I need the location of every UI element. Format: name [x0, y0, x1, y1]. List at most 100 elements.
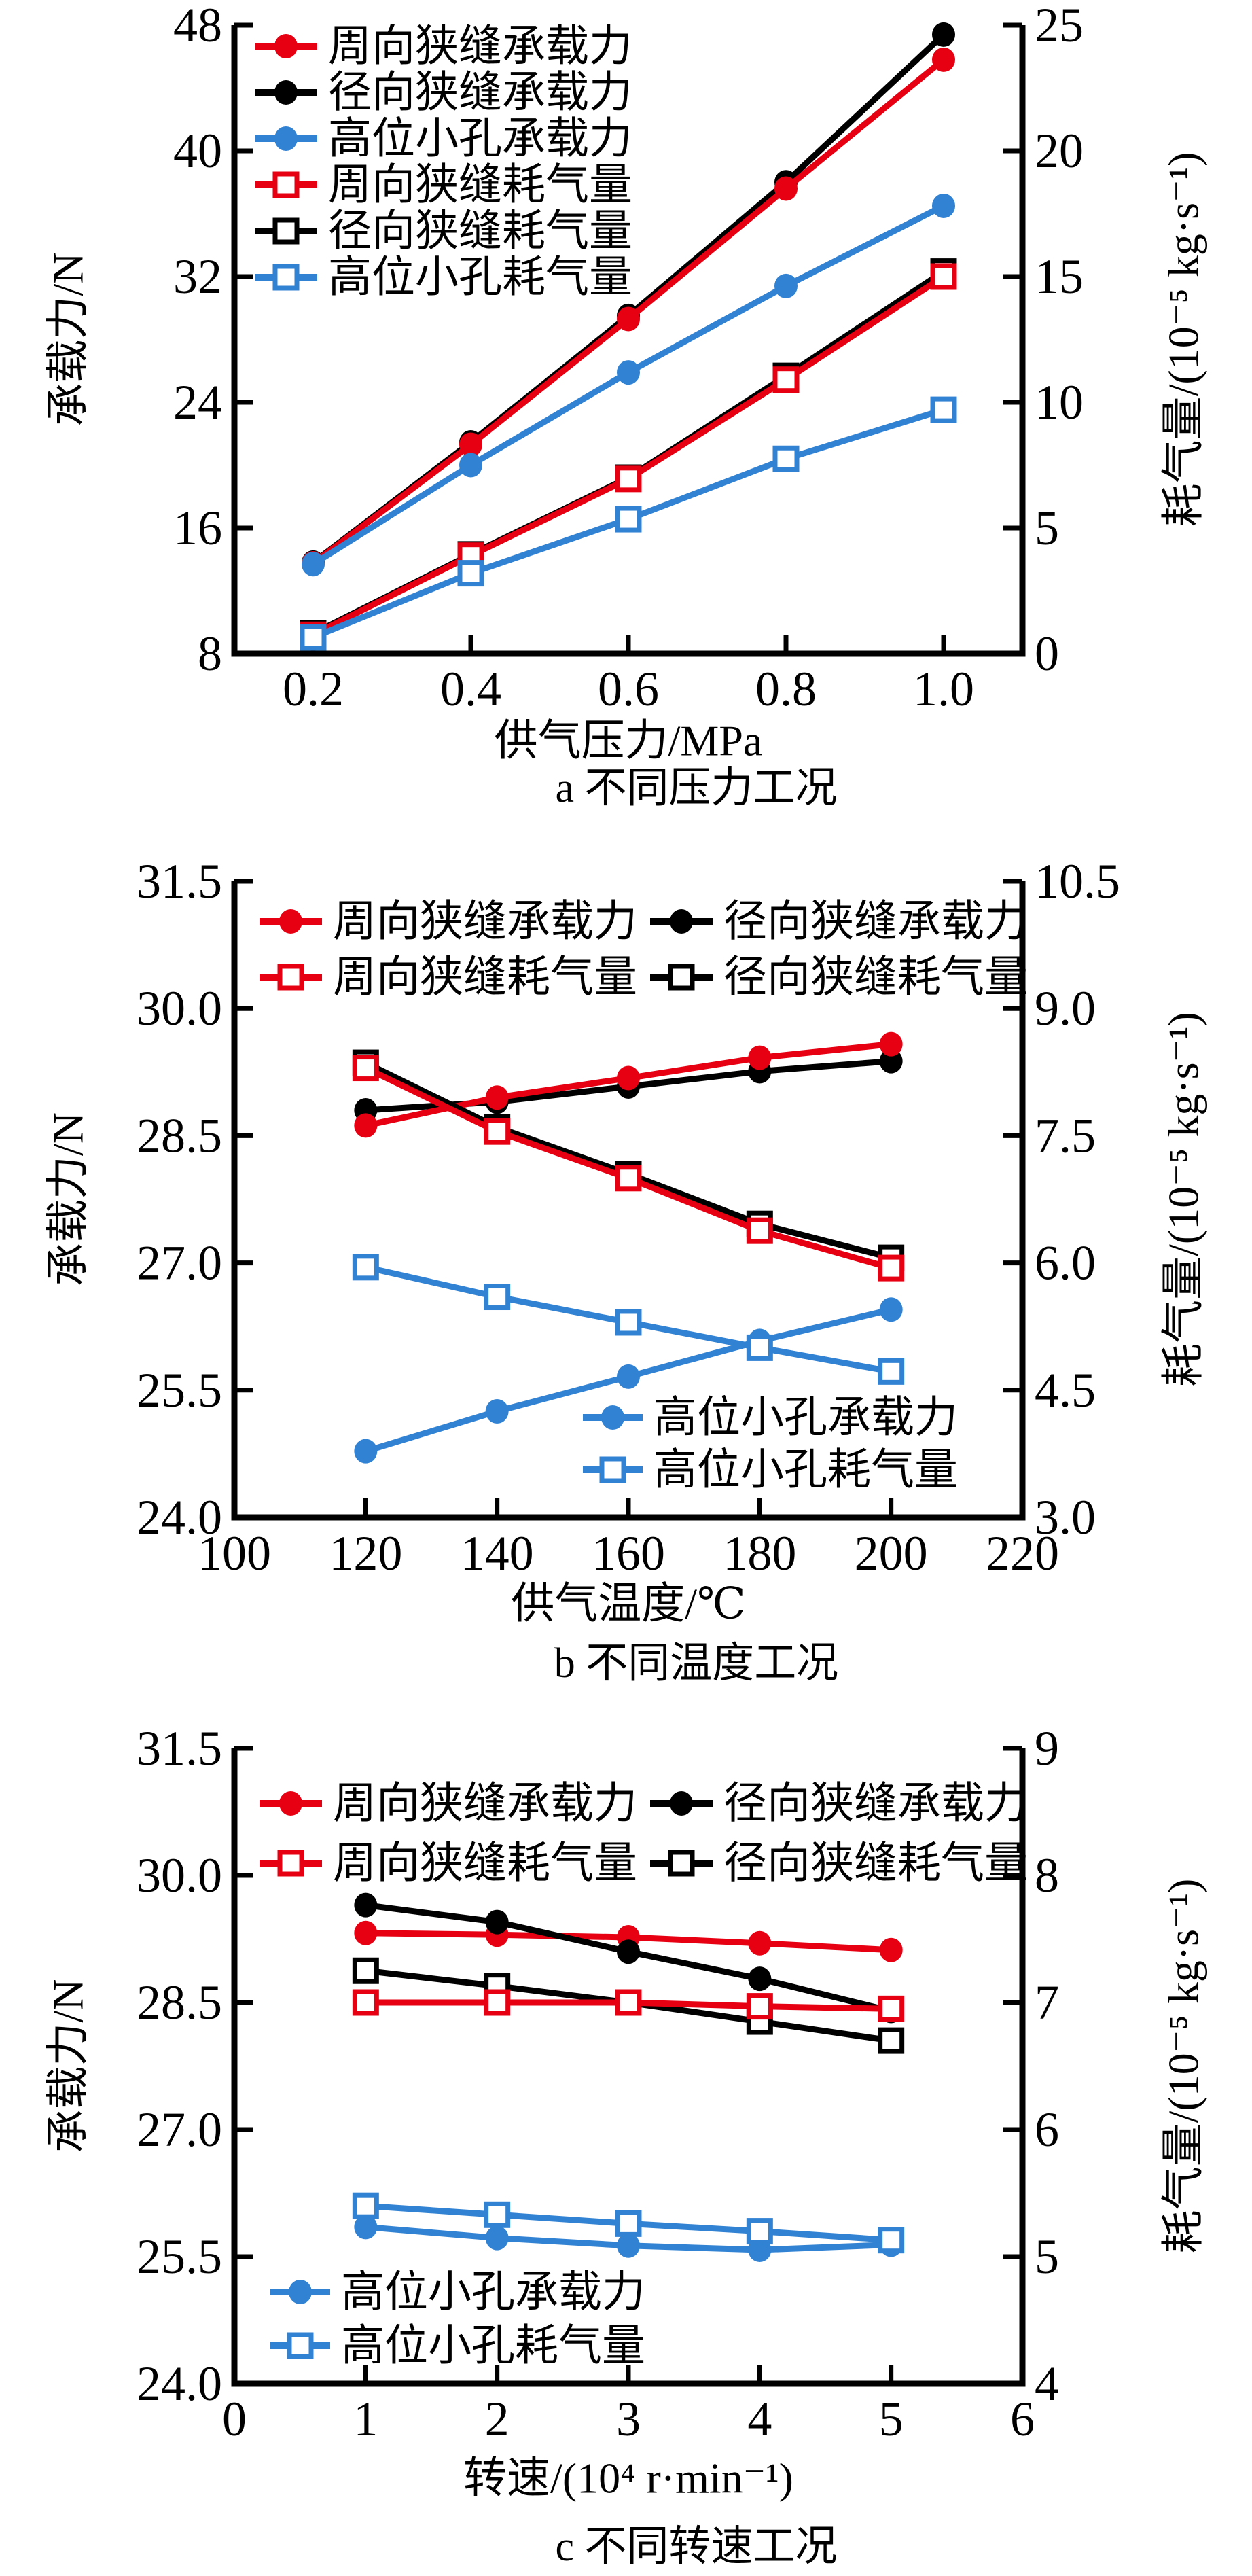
- chart-a-series-orifice-airflow: [300, 396, 957, 651]
- orifice-load-circle-marker: [302, 552, 325, 577]
- circ-slit-airflow-square-marker: [484, 1118, 511, 1145]
- legend-label-orifice-load: 高位小孔承载力: [341, 2268, 645, 2316]
- orifice-airflow-square-marker: [300, 624, 327, 651]
- chart-c-series-orifice-load: [354, 2215, 903, 2263]
- circ-slit-load-circle-marker: [354, 1920, 378, 1945]
- circ-slit-airflow-square-marker: [352, 1055, 379, 1082]
- chart-c-yleft-label-28.5: 28.5: [137, 1975, 222, 2030]
- legend-radial-slit-airflow-square-marker: [272, 217, 300, 245]
- chart-c-yleft-label-30.0: 30.0: [137, 1848, 222, 1903]
- legend-item-circ-slit-airflow: 周向狭缝耗气量: [260, 953, 637, 1002]
- legend-label-radial-slit-load: 径向狭缝承载力: [723, 898, 1028, 946]
- circ-slit-airflow-square-marker: [878, 1254, 905, 1282]
- orifice-load-circle-marker: [617, 1364, 640, 1389]
- radial-slit-load-circle-marker: [932, 22, 955, 47]
- chart-a-yright-label-15: 15: [1035, 249, 1084, 304]
- legend-circ-slit-load-circle-marker: [279, 909, 302, 934]
- legend-item-radial-slit-load: 径向狭缝承载力: [650, 1780, 1028, 1828]
- legend-label-radial-slit-load: 径向狭缝承载力: [328, 69, 632, 117]
- legend-label-radial-slit-airflow: 径向狭缝耗气量: [723, 953, 1028, 1002]
- radial-slit-load-circle-marker: [879, 1048, 903, 1074]
- chart-b-xlabel-180: 180: [723, 1526, 796, 1581]
- chart-c-xlabel-5: 5: [879, 2392, 904, 2446]
- orifice-airflow-square-marker: [352, 2192, 379, 2219]
- chart-b-series-circ-slit-load: [354, 1031, 903, 1138]
- circ-slit-airflow-square-marker: [746, 1993, 773, 2020]
- chart-a-yleft-label-8: 8: [198, 627, 222, 681]
- orifice-load-circle-marker: [932, 193, 955, 218]
- chart-c-yright-label-9: 9: [1035, 1721, 1059, 1776]
- radial-slit-load-circle-marker: [354, 1892, 378, 1918]
- orifice-load-circle-marker: [354, 1439, 378, 1464]
- legend-item-circ-slit-load: 周向狭缝承载力: [260, 1780, 637, 1828]
- legend-radial-slit-load-circle-marker: [670, 1791, 693, 1816]
- orifice-load-circle-marker: [485, 2225, 509, 2251]
- chart-b-xaxis-title: 供气温度/℃: [511, 1580, 745, 1628]
- orifice-airflow-square-marker: [615, 2210, 642, 2237]
- chart-a-ylabel-right: 耗气量/(10⁻⁵ kg·s⁻¹): [1160, 152, 1208, 527]
- orifice-load-circle-marker: [354, 2215, 378, 2240]
- chart-a-yleft-label-48: 48: [173, 0, 222, 52]
- legend-item-circ-slit-airflow: 周向狭缝耗气量: [255, 161, 632, 209]
- chart-a-xlabel-0.8: 0.8: [755, 662, 817, 716]
- chart-b-yleft-label-27.0: 27.0: [137, 1236, 222, 1290]
- chart-c-series-orifice-airflow: [352, 2192, 905, 2254]
- chart-a-series-orifice-load: [302, 193, 955, 577]
- orifice-load-circle-marker: [485, 1399, 509, 1424]
- orifice-load-circle-marker: [617, 2233, 640, 2258]
- chart-a-subtitle: a 不同压力工况: [555, 765, 837, 811]
- chart-c-xlabel-6: 6: [1010, 2392, 1035, 2446]
- orifice-airflow-square-marker: [878, 2227, 905, 2254]
- chart-b-subtitle: b 不同温度工况: [554, 1640, 839, 1687]
- chart-b-xlabel-140: 140: [461, 1526, 534, 1581]
- chart-c-series-radial-slit-load: [354, 1892, 903, 2024]
- circ-slit-airflow-square-marker: [352, 1989, 379, 2016]
- orifice-airflow-square-marker: [484, 1284, 511, 1311]
- circ-slit-airflow-square-marker: [615, 1989, 642, 2016]
- circ-slit-airflow-square-marker: [746, 1217, 773, 1244]
- circ-slit-load-circle-marker: [617, 1065, 640, 1091]
- circ-slit-airflow-square-marker: [878, 1995, 905, 2022]
- chart-b-ylabel-left: 承载力/N: [44, 1112, 92, 1286]
- radial-slit-load-circle-marker: [485, 1909, 509, 1935]
- chart-b-series-orifice-airflow: [352, 1254, 905, 1385]
- chart-b-yleft-label-30.0: 30.0: [137, 981, 222, 1036]
- chart-a-xlabel-0.6: 0.6: [598, 662, 659, 716]
- legend-item-orifice-airflow: 高位小孔耗气量: [270, 2322, 645, 2370]
- legend-orifice-airflow-square-marker: [287, 2332, 314, 2359]
- chart-c-yleft-label-24.0: 24.0: [137, 2357, 222, 2411]
- legend-circ-slit-load-circle-marker: [274, 34, 298, 58]
- chart-c-yleft-label-27.0: 27.0: [137, 2102, 222, 2157]
- chart-c-yright-label-5: 5: [1035, 2229, 1059, 2284]
- legend-item-orifice-airflow: 高位小孔耗气量: [583, 1446, 958, 1494]
- orifice-load-circle-marker: [459, 453, 482, 478]
- legend-label-radial-slit-load: 径向狭缝承载力: [723, 1780, 1028, 1828]
- radial-slit-load-circle-marker: [617, 1939, 640, 1964]
- chart-b-yright-label-9.0: 9.0: [1035, 981, 1096, 1036]
- legend-label-circ-slit-load: 周向狭缝承载力: [328, 22, 632, 71]
- legend-item-orifice-load: 高位小孔承载力: [583, 1394, 958, 1442]
- chart-a-yright-label-5: 5: [1035, 501, 1059, 555]
- legend-label-radial-slit-airflow: 径向狭缝耗气量: [723, 1839, 1028, 1888]
- chart-a: 8 16 24 32 40 48 0 5 10 15 20 25 0.2 0.4 0.6 0.8 1.0 承载力/…: [44, 0, 1208, 811]
- chart-c-yright-label-7: 7: [1035, 1975, 1059, 2030]
- chart-c-yright-label-8: 8: [1035, 1848, 1059, 1903]
- legend-label-circ-slit-airflow: 周向狭缝耗气量: [333, 1839, 637, 1888]
- legend-radial-slit-airflow-square-marker: [668, 1850, 695, 1877]
- legend-circ-slit-load-circle-marker: [279, 1791, 302, 1816]
- circ-slit-load-circle-marker: [748, 1930, 772, 1956]
- legend-label-circ-slit-airflow: 周向狭缝耗气量: [333, 953, 637, 1002]
- legend-circ-slit-airflow-square-marker: [272, 171, 300, 198]
- orifice-airflow-square-marker: [746, 2218, 773, 2245]
- chart-a-ylabel-left: 承载力/N: [44, 253, 92, 427]
- chart-c-series-circ-slit-airflow: [352, 1989, 905, 2022]
- circ-slit-airflow-square-marker: [615, 465, 642, 493]
- legend-item-radial-slit-airflow: 径向狭缝耗气量: [650, 1839, 1028, 1888]
- orifice-airflow-square-marker: [746, 1334, 773, 1361]
- legend-orifice-load-circle-marker: [289, 2280, 312, 2304]
- chart-c: 24.0 25.5 27.0 28.5 30.0 31.5 4 5 6 7 8 9 0 1 2 3 4 5 6 承载力…: [44, 1721, 1208, 2570]
- chart-c-xlabel-0: 0: [222, 2392, 247, 2446]
- legend-label-circ-slit-load: 周向狭缝承载力: [333, 898, 637, 946]
